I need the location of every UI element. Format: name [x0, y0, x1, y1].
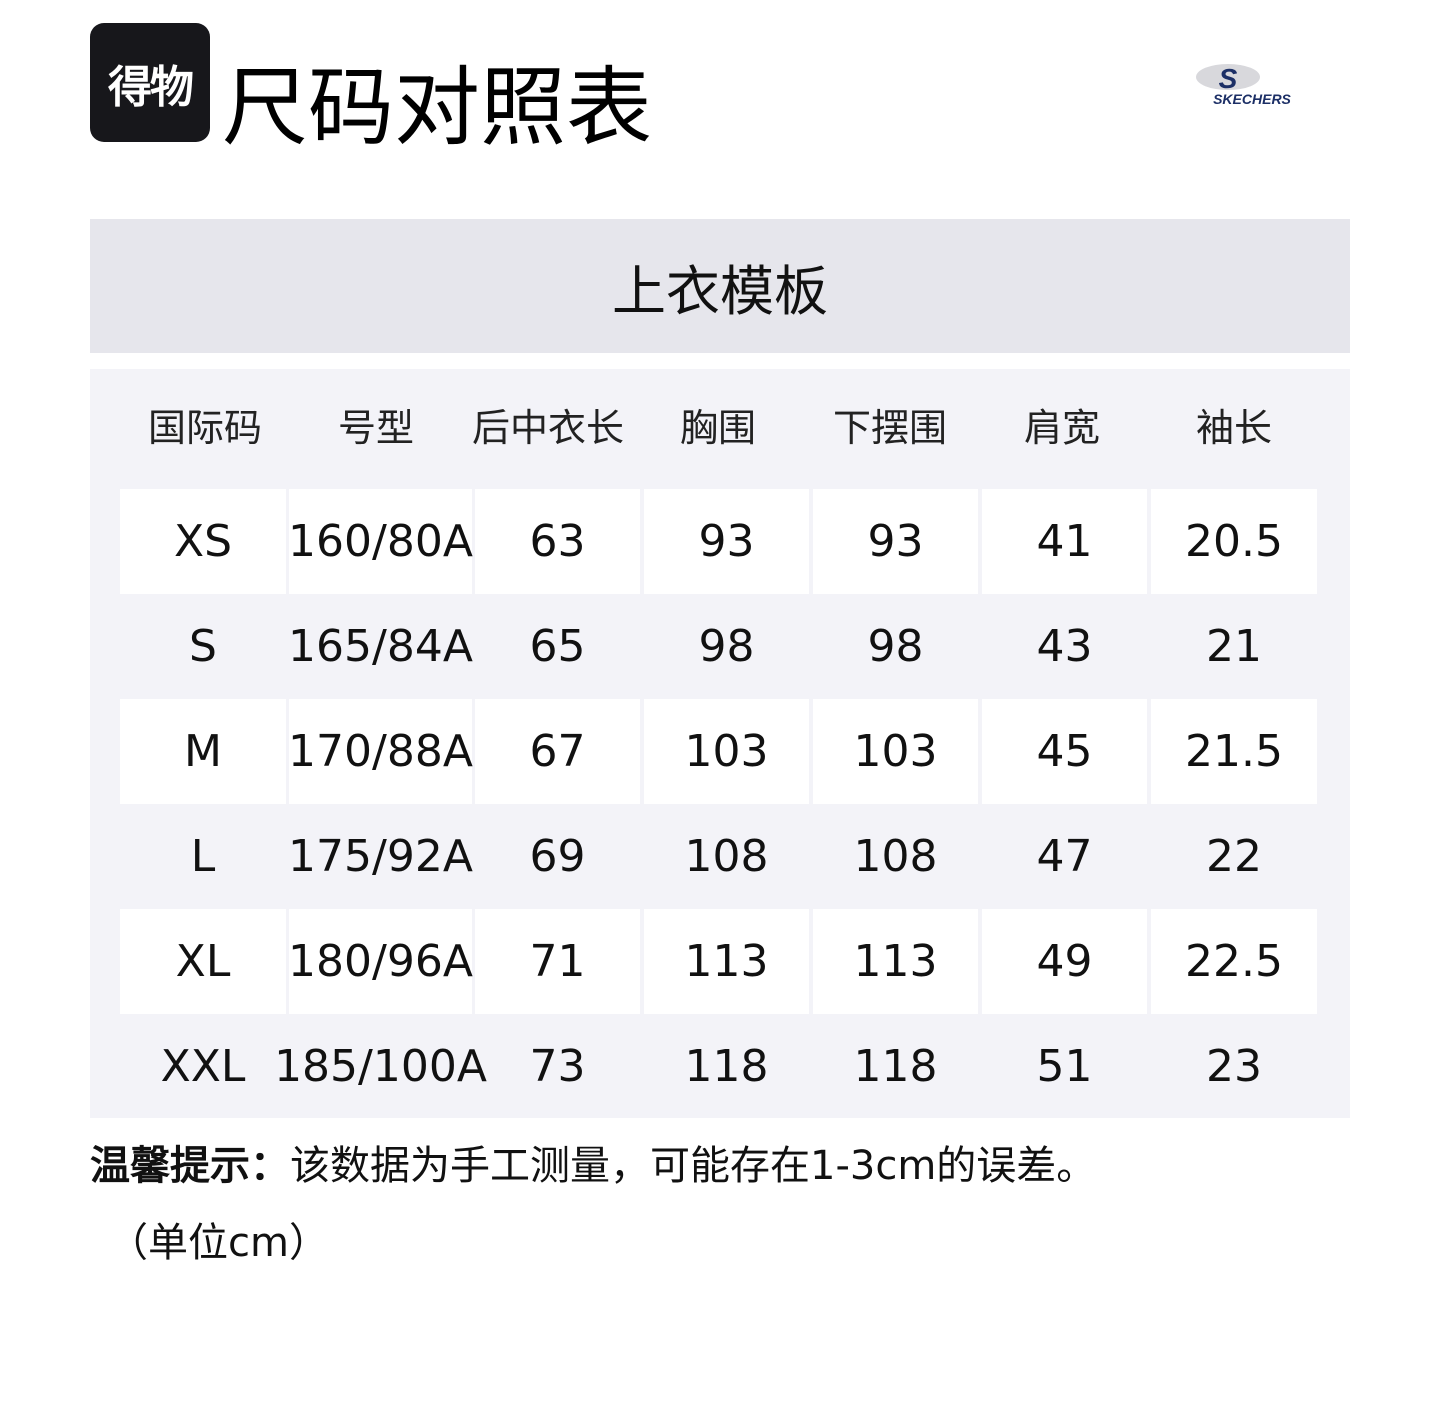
table-cell: 23: [1206, 1041, 1262, 1092]
table-cell: 21: [1206, 621, 1262, 672]
table-cell: 51: [1036, 1041, 1093, 1092]
column-header: 号型: [337, 406, 415, 450]
table-cell: 180/96A: [288, 909, 473, 1014]
table-cell: 43: [1036, 621, 1093, 672]
svg-text:S: S: [1219, 63, 1238, 94]
table-cell: 21.5: [1151, 699, 1317, 804]
table-cell: 113: [644, 909, 809, 1014]
dewu-logo: 得物: [90, 23, 210, 142]
table-cell: 98: [698, 621, 755, 672]
page-title: 尺码对照表: [222, 58, 652, 158]
table-cell: 65: [529, 621, 586, 672]
table-cell: 98: [867, 621, 924, 672]
note-text: 该数据为手工测量，可能存在1-3cm的误差。: [290, 1143, 1097, 1189]
svg-text:SKECHERS: SKECHERS: [1213, 91, 1291, 107]
table-row: L 175/92A 69 108 108 47 22: [120, 804, 1317, 909]
table-cell: XL: [120, 909, 286, 1014]
table-cell: 160/80A: [288, 489, 473, 594]
table-cell: 41: [982, 489, 1147, 594]
table-cell: 113: [813, 909, 978, 1014]
column-header: 下摆围: [832, 406, 948, 450]
table-cell: 49: [982, 909, 1147, 1014]
table-cell: XS: [120, 489, 286, 594]
table-cell: 93: [644, 489, 809, 594]
table-cell: 185/100A: [274, 1041, 487, 1092]
table-row: XXL 185/100A 73 118 118 51 23: [120, 1014, 1317, 1119]
note: 温馨提示：该数据为手工测量，可能存在1-3cm的误差。: [90, 1138, 1096, 1194]
note-label: 温馨提示：: [90, 1143, 290, 1189]
table-cell: 67: [475, 699, 640, 804]
column-header: 胸围: [679, 406, 757, 450]
table-row: XL 180/96A 71 113 113 49 22.5: [120, 909, 1317, 1014]
table-cell: 93: [813, 489, 978, 594]
table-cell: 118: [853, 1041, 938, 1092]
skechers-logo: S SKECHERS: [1196, 63, 1292, 107]
table-row: XS 160/80A 63 93 93 41 20.5: [120, 489, 1317, 594]
table-cell: L: [190, 831, 216, 882]
table-cell: 20.5: [1151, 489, 1317, 594]
column-header: 肩宽: [1023, 406, 1101, 450]
table-cell: 22.5: [1151, 909, 1317, 1014]
table-cell: S: [189, 621, 217, 672]
table-cell: 103: [644, 699, 809, 804]
table-cell: 118: [684, 1041, 769, 1092]
table-cell: 103: [813, 699, 978, 804]
column-header: 国际码: [147, 406, 263, 450]
table-cell: 69: [529, 831, 586, 882]
table-cell: 165/84A: [288, 621, 473, 672]
size-table: 国际码 号型 后中衣长 胸围 下摆围 肩宽 袖长 XS 160/80A 63 93 93 41 20.5 S…: [90, 369, 1350, 1118]
table-cell: 108: [684, 831, 769, 882]
unit-note: （单位cm）: [108, 1220, 329, 1266]
table-cell: 108: [853, 831, 938, 882]
table-cell: 73: [529, 1041, 586, 1092]
table-row: M 170/88A 67 103 103 45 21.5: [120, 699, 1317, 804]
table-cell: XXL: [160, 1041, 246, 1092]
column-header: 后中衣长: [471, 406, 625, 450]
table-cell: 71: [475, 909, 640, 1014]
template-title: 上衣模板: [90, 219, 1350, 353]
logo-text: 得物: [108, 61, 194, 113]
table-cell: 22: [1206, 831, 1262, 882]
table-cell: 175/92A: [288, 831, 473, 882]
table-row: S 165/84A 65 98 98 43 21: [120, 594, 1317, 699]
table-cell: 47: [1036, 831, 1093, 882]
table-cell: 45: [982, 699, 1147, 804]
table-cell: M: [120, 699, 286, 804]
table-cell: 170/88A: [288, 699, 473, 804]
table-cell: 63: [475, 489, 640, 594]
column-header: 袖长: [1195, 406, 1273, 450]
